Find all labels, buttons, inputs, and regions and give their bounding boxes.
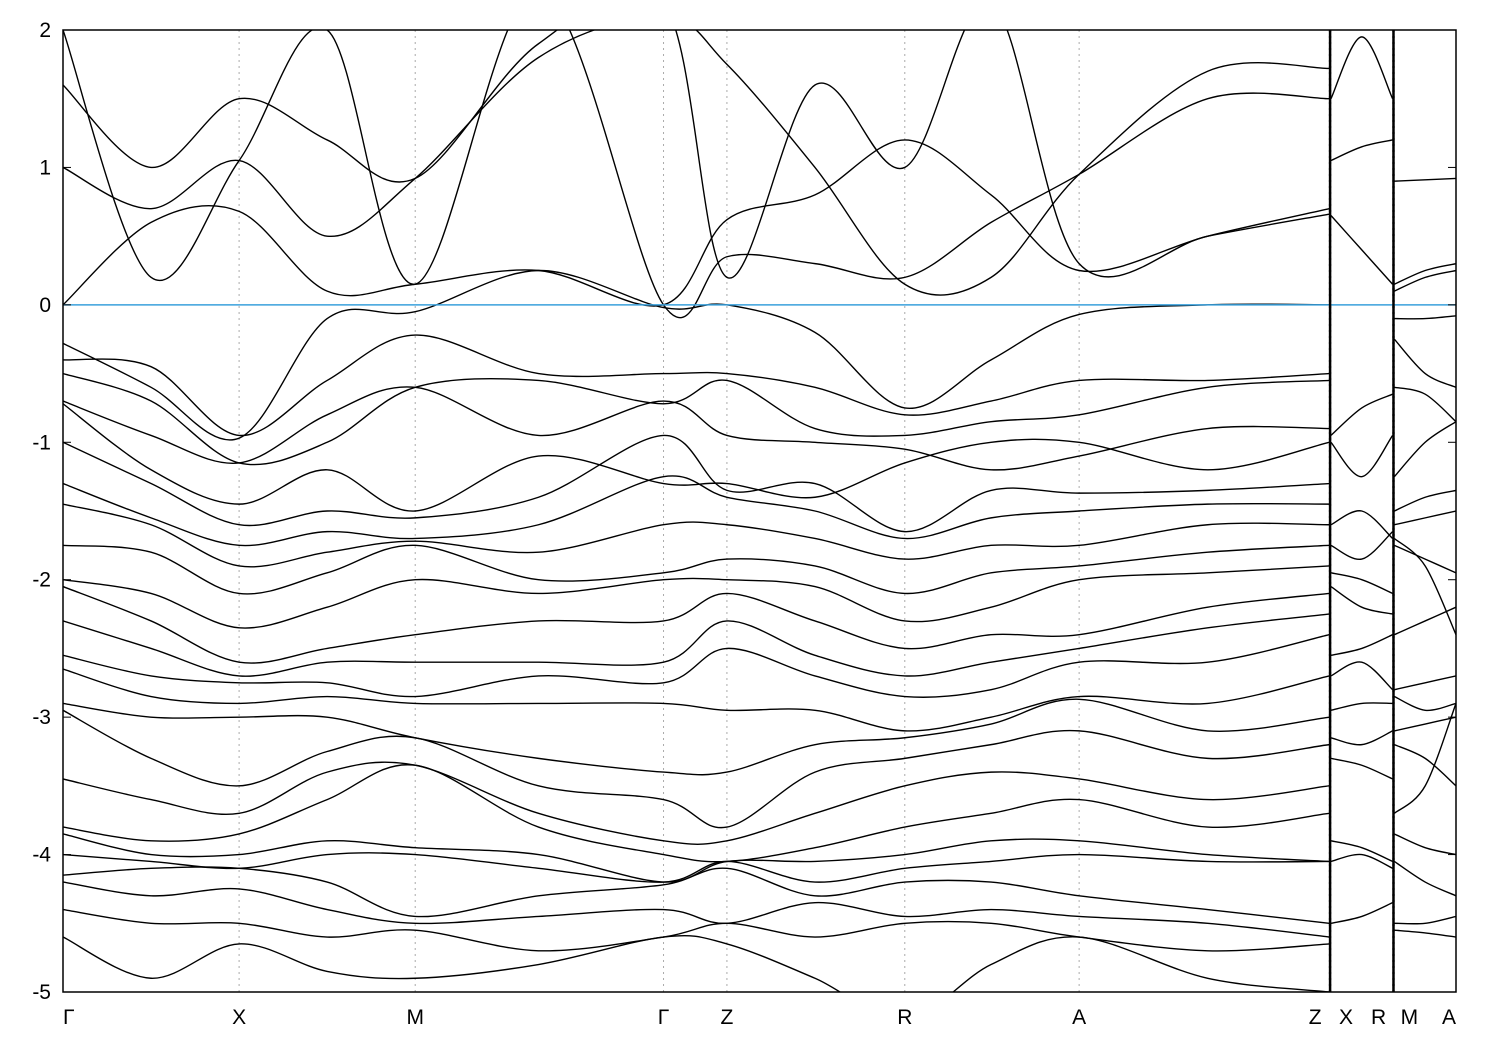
band-line <box>1394 675 1456 691</box>
band-line <box>1330 840 1393 863</box>
band-line <box>63 372 1330 466</box>
band-line <box>1393 338 1456 388</box>
band-line <box>1330 572 1393 595</box>
x-tick-label: R <box>897 1006 912 1029</box>
band-line <box>1330 510 1394 540</box>
band-line <box>1394 915 1456 925</box>
band-line <box>1330 36 1394 100</box>
band-line <box>63 403 1330 512</box>
band-line <box>1330 902 1393 924</box>
band-line <box>63 852 1330 883</box>
y-tick-label: -5 <box>32 981 51 1004</box>
band-line <box>63 30 1330 319</box>
x-tick-label: A <box>1072 1006 1086 1029</box>
y-tick-label: 1 <box>39 156 51 179</box>
band-line <box>1330 661 1394 691</box>
band-line <box>1330 586 1393 615</box>
band-line <box>1394 386 1456 423</box>
band-line <box>1394 489 1456 512</box>
x-tick-label: R <box>1371 1006 1386 1029</box>
band-line <box>1393 421 1456 478</box>
y-tick-label: 2 <box>39 19 51 42</box>
band-line <box>63 668 1330 732</box>
band-line <box>1330 730 1393 746</box>
band-line <box>1330 434 1394 478</box>
x-tick-label: Γ <box>63 1006 75 1029</box>
band-line <box>63 761 1330 845</box>
band-line <box>1394 177 1456 182</box>
plot-frame <box>62 29 1457 993</box>
bands <box>63 30 1456 992</box>
band-line <box>1394 929 1456 938</box>
band-line <box>1394 262 1456 285</box>
band-line <box>63 386 1330 471</box>
band-line <box>1394 743 1456 787</box>
band-line <box>63 881 1330 938</box>
band-line <box>1394 269 1456 292</box>
grid-lines <box>62 30 1457 992</box>
band-line <box>63 935 1330 992</box>
y-axis: -5 -4 -3 -2 -1 0 1 2 <box>32 19 1456 1004</box>
band-line <box>63 30 1330 296</box>
band-line <box>63 764 1330 863</box>
path-breaks <box>1328 30 1395 992</box>
band-line <box>63 30 1330 279</box>
y-tick-label: -3 <box>32 706 51 729</box>
x-tick-label: Z <box>1309 1006 1322 1029</box>
x-tick-label: Z <box>721 1006 734 1029</box>
band-line <box>1394 606 1456 636</box>
band-line <box>63 434 1330 533</box>
band-line <box>1393 703 1456 814</box>
band-line <box>1330 757 1393 780</box>
band-line <box>1330 215 1394 285</box>
x-tick-label: X <box>232 1006 246 1029</box>
band-line <box>1394 695 1456 712</box>
band-line <box>63 475 1330 547</box>
band-line <box>1330 702 1393 711</box>
band-line <box>1393 537 1456 635</box>
band-line <box>63 613 1330 677</box>
band-line <box>1394 544 1456 574</box>
band-line <box>63 709 1330 829</box>
band-line <box>63 698 1330 776</box>
band-line <box>1393 860 1456 897</box>
band-line <box>63 866 1330 924</box>
band-line <box>63 544 1330 595</box>
band-line <box>1394 833 1456 856</box>
band-line <box>1394 510 1456 526</box>
band-line <box>1394 716 1456 732</box>
band-line <box>63 585 1330 664</box>
band-line <box>1330 853 1393 869</box>
y-tick-label: 0 <box>39 294 51 317</box>
x-tick-label: X <box>1339 1006 1353 1029</box>
x-tick-label: M <box>1401 1006 1419 1029</box>
band-line <box>63 503 1330 568</box>
band-line <box>1330 531 1394 560</box>
band-line <box>1330 139 1393 162</box>
band-line <box>63 139 1330 307</box>
y-tick-label: -4 <box>32 844 51 867</box>
band-line <box>63 334 1330 437</box>
x-tick-label: Γ <box>658 1006 670 1029</box>
band-line <box>63 565 1330 629</box>
band-line <box>63 634 1330 698</box>
band-line <box>63 269 1330 441</box>
x-tick-label: A <box>1442 1006 1456 1029</box>
y-tick-label: -1 <box>32 431 51 454</box>
band-line <box>1330 634 1393 656</box>
band-line <box>1330 393 1393 436</box>
x-tick-label: M <box>406 1006 424 1029</box>
y-tick-label: -2 <box>32 569 51 592</box>
band-line <box>1394 315 1456 320</box>
